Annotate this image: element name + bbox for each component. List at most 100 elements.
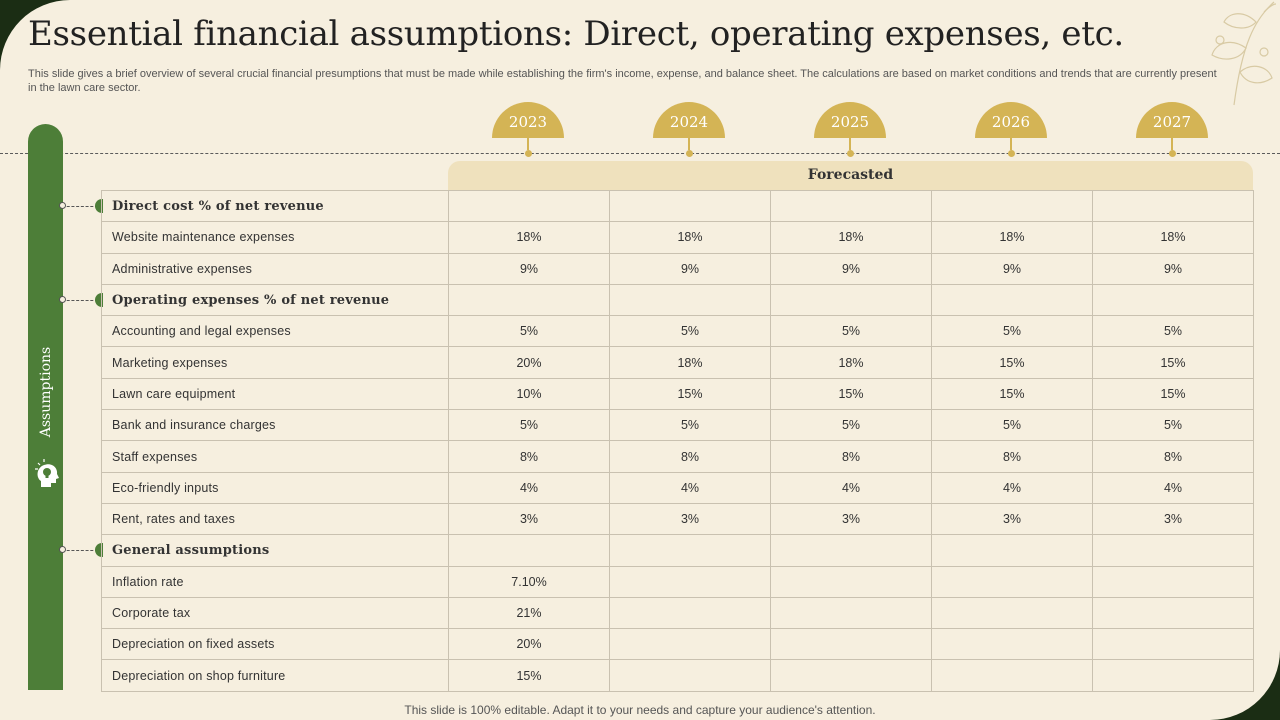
assumptions-sidebar bbox=[28, 124, 63, 690]
value-cell bbox=[770, 596, 932, 630]
section-heading: Direct cost % of net revenue bbox=[101, 189, 449, 223]
empty-cell bbox=[770, 189, 932, 223]
timeline-line bbox=[0, 153, 1280, 154]
section-heading: Operating expenses % of net revenue bbox=[101, 283, 449, 317]
footer-note: This slide is 100% editable. Adapt it to… bbox=[404, 703, 876, 717]
empty-cell bbox=[931, 534, 1093, 567]
empty-cell bbox=[609, 189, 771, 223]
empty-cell bbox=[1092, 534, 1254, 567]
value-cell: 5% bbox=[609, 409, 771, 442]
empty-cell bbox=[770, 283, 932, 317]
year-tick bbox=[1010, 138, 1012, 150]
value-cell: 8% bbox=[609, 440, 771, 473]
head-bulb-icon bbox=[35, 459, 59, 487]
year-badge-2026: 2026 bbox=[975, 102, 1047, 138]
row-label: Inflation rate bbox=[101, 565, 449, 598]
table-row: Accounting and legal expenses 5% 5% 5% 5% 5% bbox=[101, 315, 1254, 348]
row-label: Marketing expenses bbox=[101, 346, 449, 379]
value-cell: 4% bbox=[1092, 471, 1254, 504]
empty-cell bbox=[448, 534, 610, 567]
row-label: Lawn care equipment bbox=[101, 377, 449, 411]
value-cell: 18% bbox=[448, 221, 610, 254]
value-cell: 3% bbox=[931, 502, 1093, 536]
table-row: Lawn care equipment 10% 15% 15% 15% 15% bbox=[101, 377, 1254, 411]
table-row: Depreciation on fixed assets 20% bbox=[101, 628, 1254, 661]
value-cell: 4% bbox=[770, 471, 932, 504]
value-cell: 9% bbox=[770, 252, 932, 285]
value-cell: 18% bbox=[1092, 221, 1254, 254]
value-cell: 5% bbox=[609, 315, 771, 348]
empty-cell bbox=[609, 534, 771, 567]
value-cell bbox=[770, 565, 932, 598]
page-title: Essential financial assumptions: Direct,… bbox=[28, 14, 1124, 54]
connector-line bbox=[62, 299, 98, 301]
year-tick bbox=[849, 138, 851, 150]
year-badge-2023: 2023 bbox=[492, 102, 564, 138]
value-cell: 3% bbox=[1092, 502, 1254, 536]
value-cell: 9% bbox=[448, 252, 610, 285]
connector-line bbox=[62, 549, 98, 551]
row-label: Accounting and legal expenses bbox=[101, 315, 449, 348]
year-badge-2024: 2024 bbox=[653, 102, 725, 138]
empty-cell bbox=[770, 534, 932, 567]
row-label: Bank and insurance charges bbox=[101, 409, 449, 442]
value-cell bbox=[931, 628, 1093, 661]
value-cell: 20% bbox=[448, 346, 610, 379]
value-cell: 15% bbox=[448, 659, 610, 692]
value-cell: 4% bbox=[931, 471, 1093, 504]
year-badge-2027: 2027 bbox=[1136, 102, 1208, 138]
row-label: Rent, rates and taxes bbox=[101, 502, 449, 536]
value-cell: 9% bbox=[1092, 252, 1254, 285]
value-cell: 15% bbox=[770, 377, 932, 411]
value-cell bbox=[931, 596, 1093, 630]
value-cell: 9% bbox=[931, 252, 1093, 285]
row-label: Staff expenses bbox=[101, 440, 449, 473]
connector-dot bbox=[59, 296, 66, 304]
value-cell: 4% bbox=[448, 471, 610, 504]
connector-tip bbox=[95, 198, 103, 213]
row-label: Website maintenance expenses bbox=[101, 221, 449, 254]
table-row: Marketing expenses 20% 18% 18% 15% 15% bbox=[101, 346, 1254, 379]
value-cell: 4% bbox=[609, 471, 771, 504]
year-badge-2025: 2025 bbox=[814, 102, 886, 138]
value-cell: 21% bbox=[448, 596, 610, 630]
value-cell: 3% bbox=[609, 502, 771, 536]
value-cell: 18% bbox=[609, 346, 771, 379]
section-row: Direct cost % of net revenue bbox=[101, 189, 1254, 223]
section-row: General assumptions bbox=[101, 534, 1254, 567]
value-cell: 3% bbox=[448, 502, 610, 536]
year-dot bbox=[1168, 150, 1176, 157]
table-row: Corporate tax 21% bbox=[101, 596, 1254, 630]
value-cell: 5% bbox=[931, 409, 1093, 442]
value-cell: 18% bbox=[609, 221, 771, 254]
table-row: Staff expenses 8% 8% 8% 8% 8% bbox=[101, 440, 1254, 473]
value-cell: 5% bbox=[448, 315, 610, 348]
value-cell: 9% bbox=[609, 252, 771, 285]
value-cell bbox=[1092, 628, 1254, 661]
value-cell: 20% bbox=[448, 628, 610, 661]
empty-cell bbox=[931, 189, 1093, 223]
connector-tip bbox=[95, 542, 103, 557]
empty-cell bbox=[609, 283, 771, 317]
value-cell: 18% bbox=[770, 346, 932, 379]
value-cell bbox=[609, 628, 771, 661]
value-cell bbox=[1092, 565, 1254, 598]
value-cell: 15% bbox=[931, 377, 1093, 411]
value-cell bbox=[931, 565, 1093, 598]
value-cell bbox=[770, 628, 932, 661]
value-cell: 8% bbox=[931, 440, 1093, 473]
section-heading: General assumptions bbox=[101, 534, 449, 567]
value-cell bbox=[1092, 596, 1254, 630]
table-row: Rent, rates and taxes 3% 3% 3% 3% 3% bbox=[101, 502, 1254, 536]
row-label: Corporate tax bbox=[101, 596, 449, 630]
value-cell: 18% bbox=[931, 221, 1093, 254]
value-cell bbox=[931, 659, 1093, 692]
year-dot bbox=[1007, 150, 1015, 157]
value-cell: 8% bbox=[770, 440, 932, 473]
empty-cell bbox=[448, 189, 610, 223]
value-cell bbox=[1092, 659, 1254, 692]
table-row: Administrative expenses 9% 9% 9% 9% 9% bbox=[101, 252, 1254, 285]
forecasted-header: Forecasted bbox=[448, 161, 1253, 190]
empty-cell bbox=[448, 283, 610, 317]
value-cell: 15% bbox=[1092, 346, 1254, 379]
